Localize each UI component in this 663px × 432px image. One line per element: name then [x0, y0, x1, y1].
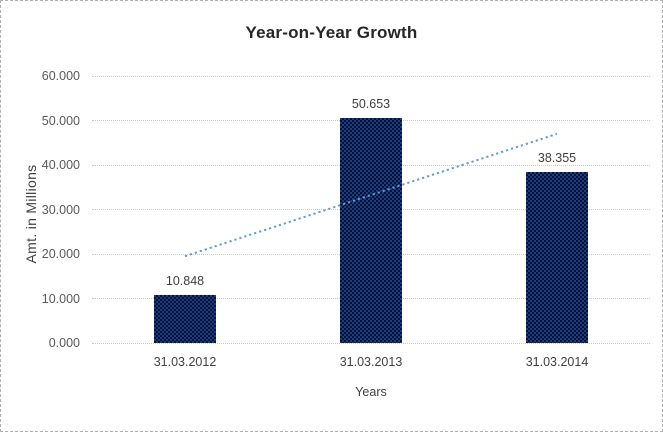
x-axis-tick-labels: 31.03.2012 31.03.2013 31.03.2014	[92, 353, 650, 371]
x-tick-label: 31.03.2012	[153, 355, 217, 369]
x-axis-title: Years	[355, 385, 387, 399]
plot-area: 10.848 50.653 38.355	[92, 75, 650, 344]
y-tick-label: 50.000	[41, 113, 80, 128]
y-tick-label: 10.000	[41, 291, 80, 306]
gridline	[92, 75, 650, 77]
bar-value-label: 50.653	[351, 96, 391, 111]
bar-value-label: 10.848	[165, 273, 205, 288]
x-tick-label: 31.03.2013	[339, 355, 403, 369]
bar-value-label: 38.355	[537, 151, 577, 166]
y-axis-tick-labels: 0.000 10.000 20.000 30.000 40.000 50.000 60.00…	[1, 69, 87, 350]
y-tick-label: 30.000	[41, 202, 80, 217]
chart-title: Year-on-Year Growth	[245, 23, 418, 42]
y-tick-label: 60.000	[41, 69, 80, 83]
y-tick-label: 0.000	[48, 336, 80, 350]
y-tick-label: 40.000	[41, 158, 80, 172]
y-tick-label: 20.000	[41, 247, 80, 261]
x-tick-label: 31.03.2014	[525, 355, 589, 369]
bar	[526, 172, 588, 343]
bar	[340, 117, 402, 343]
bar	[154, 294, 216, 343]
gridline	[92, 342, 650, 344]
trendline	[184, 132, 558, 258]
trendline-layer	[184, 132, 558, 258]
